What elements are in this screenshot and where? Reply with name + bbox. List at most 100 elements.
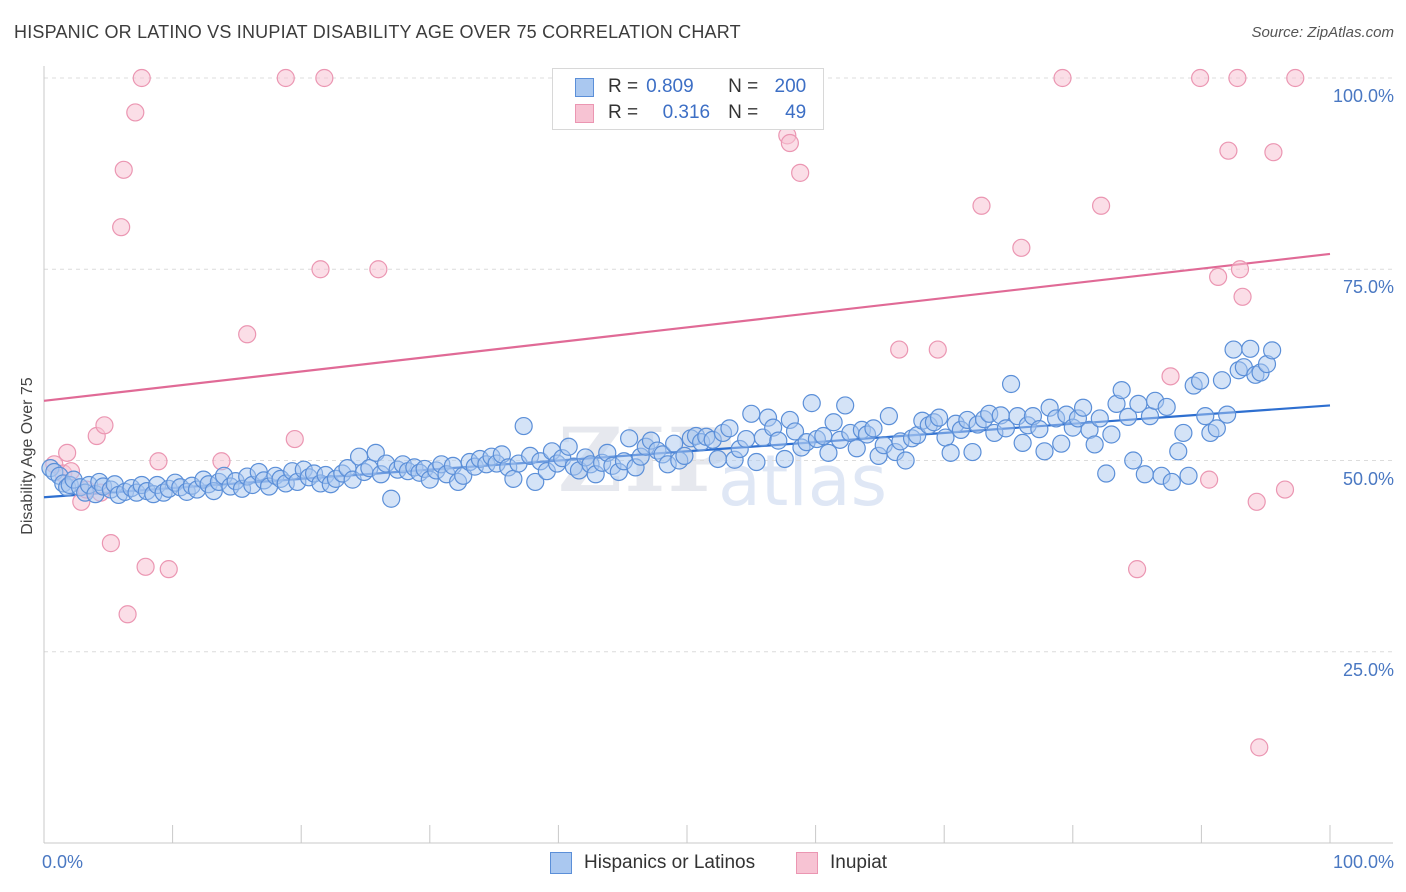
y-axis-label: Disability Age Over 75	[19, 377, 36, 535]
hispanic-point	[1263, 341, 1282, 360]
legend-r-label: R =	[608, 102, 639, 123]
inupiat-point	[126, 103, 145, 122]
hispanic-point	[559, 437, 578, 456]
hispanic-point	[1196, 407, 1215, 426]
hispanic-point	[747, 452, 766, 472]
inupiat-point	[890, 340, 909, 359]
inupiat-point	[972, 196, 991, 215]
hispanic-point	[1073, 398, 1093, 417]
source-credit: Source: ZipAtlas.com	[1251, 24, 1394, 41]
legend-swatch-blue-icon	[575, 77, 594, 97]
hispanic-point	[929, 408, 949, 427]
legend-n-value: 49	[785, 102, 807, 123]
hispanic-point	[1157, 397, 1176, 417]
y-tick-label-50: 50.0%	[1342, 468, 1394, 489]
bottom-swatch-pink-icon	[796, 852, 818, 874]
bottom-legend-hispanic: Hispanics or Latinos	[550, 852, 755, 874]
bottom-swatch-blue-icon	[550, 852, 572, 874]
hispanic-point	[1174, 423, 1193, 443]
inupiat-point	[1219, 141, 1238, 160]
hispanic-point	[1212, 371, 1232, 390]
correlation-legend: R = 0.809 N = 200 R = 0.316 N = 49	[552, 68, 824, 130]
inupiat-point	[118, 605, 137, 624]
hispanic-point	[879, 407, 899, 426]
inupiat-point	[149, 452, 168, 471]
hispanic-point	[1162, 472, 1181, 492]
hispanic-point	[1102, 425, 1121, 444]
hispanic-point	[1124, 451, 1143, 470]
legend-n-value: 200	[774, 76, 807, 97]
inupiat-point	[780, 133, 799, 153]
hispanic-point	[526, 472, 545, 492]
hispanic-point	[1090, 409, 1109, 428]
inupiat-point	[101, 534, 120, 553]
bottom-legend-label: Hispanics or Latinos	[584, 852, 756, 873]
hispanic-point	[742, 404, 761, 423]
legend-row-hispanic: R = 0.809 N = 200	[575, 75, 806, 99]
hispanic-point	[785, 422, 805, 441]
hispanic-point	[675, 446, 694, 466]
y-tick-label-100: 100.0%	[1332, 86, 1394, 106]
inupiat-point	[369, 260, 388, 279]
hispanic-points	[41, 339, 1282, 508]
legend-n-label: N =	[728, 102, 759, 123]
axes	[43, 66, 1393, 844]
inupiat-point	[95, 416, 114, 435]
hispanic-point	[1140, 407, 1160, 426]
inupiat-point	[1091, 196, 1111, 215]
inupiat-point	[1161, 367, 1180, 386]
inupiat-point	[1191, 68, 1210, 88]
hispanic-point	[802, 394, 821, 413]
hispanic-point	[836, 396, 855, 415]
legend-row-inupiat: R = 0.316 N = 49	[575, 101, 806, 125]
inupiat-point	[285, 429, 304, 449]
hispanic-point	[824, 413, 843, 432]
hispanic-point	[775, 449, 794, 469]
inupiat-point	[276, 68, 295, 88]
hispanic-point	[1052, 434, 1071, 453]
hispanic-point	[737, 429, 756, 449]
hispanic-point	[1191, 371, 1210, 391]
legend-r-value: 0.809	[646, 76, 694, 97]
inupiat-point	[1053, 68, 1072, 88]
inupiat-point	[136, 557, 155, 576]
hispanic-point	[1001, 374, 1021, 394]
hispanic-point	[1085, 435, 1104, 454]
bottom-legend-inupiat: Inupiat	[796, 852, 887, 874]
hispanic-point	[1241, 339, 1260, 358]
x-tick-max: 100.0%	[1332, 852, 1394, 872]
inupiat-point	[112, 218, 131, 237]
bottom-legend-label: Inupiat	[830, 852, 888, 873]
hispanic-point	[1013, 433, 1032, 453]
inupiat-point	[928, 340, 947, 359]
inupiat-point	[1200, 470, 1219, 489]
legend-r-value: 0.316	[662, 102, 711, 123]
hispanic-point	[864, 419, 883, 438]
y-tick-label-25: 25.0%	[1342, 659, 1394, 680]
hispanic-point	[769, 431, 788, 450]
y-tick-label-75: 75.0%	[1342, 277, 1394, 298]
legend-r-label: R =	[608, 76, 639, 97]
hispanic-point	[1112, 381, 1131, 400]
hispanic-point	[1207, 419, 1226, 438]
hispanic-point	[1224, 340, 1243, 359]
hispanic-point	[620, 429, 639, 448]
x-tick-min: 0.0%	[42, 852, 84, 872]
inupiat-point	[1250, 738, 1269, 757]
grid-lines	[44, 77, 1395, 653]
legend-n-label: N =	[728, 76, 759, 97]
hispanic-point	[1118, 407, 1138, 426]
hispanic-point	[1218, 405, 1237, 424]
inupiat-point	[1209, 267, 1228, 286]
hispanic-point	[504, 469, 523, 488]
hispanic-point	[896, 451, 915, 470]
inupiat-point	[315, 68, 334, 88]
hispanic-point	[1169, 442, 1188, 461]
hispanic-point	[1179, 466, 1198, 485]
inupiat-point	[238, 325, 257, 344]
inupiat-point	[1264, 143, 1283, 162]
inupiat-point	[1228, 68, 1247, 88]
hispanic-point	[847, 439, 866, 458]
hispanic-point	[819, 443, 838, 462]
